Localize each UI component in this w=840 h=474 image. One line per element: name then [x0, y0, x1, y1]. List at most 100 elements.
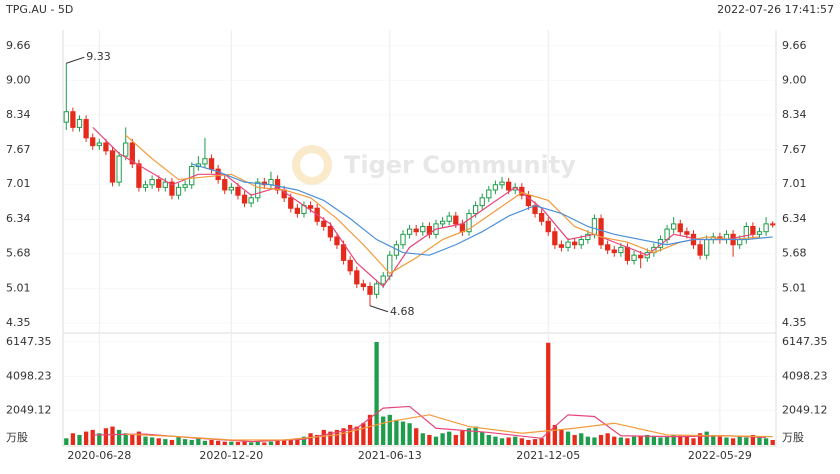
- candle-body: [638, 254, 644, 259]
- volume-bar: [136, 431, 142, 445]
- volume-bar: [730, 438, 736, 445]
- volume-bar: [328, 431, 333, 445]
- candle-body: [684, 231, 690, 235]
- volume-bar: [499, 438, 505, 445]
- y-tick-label: 4.35: [782, 316, 807, 329]
- candle-body: [704, 239, 710, 256]
- volume-bar: [189, 439, 194, 445]
- y-tick-label: 9.00: [782, 73, 807, 86]
- volume-bar: [671, 434, 676, 445]
- volume-bar: [229, 441, 234, 445]
- candle-body: [136, 163, 142, 188]
- candle-body: [756, 231, 763, 235]
- candle-body: [228, 186, 234, 191]
- moving-average-line: [125, 414, 773, 441]
- volume-bar: [427, 434, 432, 445]
- moving-average-line: [191, 163, 773, 256]
- timestamp: 2022-07-26 17:41:57: [717, 3, 834, 16]
- volume-bar: [704, 431, 709, 445]
- volume-bar: [612, 436, 617, 445]
- candle-body: [598, 218, 604, 246]
- candle-body: [472, 205, 479, 214]
- x-tick-label: 2021-12-05: [516, 449, 580, 462]
- candle-body: [175, 186, 182, 196]
- annotation-line: [369, 305, 389, 313]
- candle-body: [585, 233, 591, 241]
- volume-bar: [678, 435, 683, 445]
- volume-bar: [473, 426, 478, 445]
- volume-bar: [374, 342, 379, 445]
- watermark-logo: [292, 145, 332, 185]
- candle-body: [406, 228, 413, 235]
- candle-body: [453, 215, 459, 225]
- volume-bar: [658, 437, 663, 445]
- candle-body: [169, 181, 175, 196]
- candle-body: [288, 197, 294, 209]
- candle-body: [334, 236, 340, 246]
- volume-bar: [585, 436, 590, 445]
- y-tick-label: 4.35: [6, 316, 31, 329]
- candle-body: [268, 179, 274, 186]
- volume-bar: [466, 428, 472, 445]
- candle-body: [208, 158, 215, 170]
- x-tick-label: 2022-05-29: [688, 449, 752, 462]
- candle-body: [591, 218, 598, 235]
- candle-body: [499, 181, 505, 186]
- y-tick-label: 5.01: [782, 282, 807, 295]
- candle-body: [347, 259, 353, 272]
- y-tick-label: 6.34: [782, 212, 807, 225]
- volume-bar: [70, 433, 76, 445]
- volume-bar: [552, 424, 557, 445]
- volume-bar: [315, 434, 320, 445]
- volume-bar: [97, 433, 102, 445]
- volume-bar: [691, 438, 696, 445]
- candle-body: [505, 181, 512, 191]
- y-tick-label: 4098.23: [782, 369, 828, 382]
- volume-bar: [565, 431, 571, 445]
- volume-bar: [638, 435, 643, 445]
- volume-bar: [275, 440, 280, 445]
- volume-bar: [123, 433, 128, 445]
- candle-body: [307, 205, 314, 209]
- candle-body: [525, 194, 532, 207]
- volume-bar: [334, 429, 340, 445]
- volume-bar: [592, 437, 597, 445]
- volume-bar: [341, 428, 346, 445]
- candle-body: [248, 197, 254, 204]
- volume-bar: [288, 439, 293, 445]
- candle-body: [373, 283, 380, 295]
- volume-bar: [321, 429, 326, 445]
- volume-bar: [526, 439, 531, 445]
- volume-bar: [664, 436, 670, 445]
- volume-bar: [361, 423, 366, 445]
- volume-bar: [506, 437, 511, 445]
- y-tick-label: 5.01: [6, 282, 31, 295]
- volume-bar: [598, 434, 604, 445]
- volume-bar: [763, 438, 769, 445]
- candle-body: [103, 142, 109, 152]
- candle-body: [697, 244, 703, 256]
- volume-bar: [149, 437, 155, 445]
- volume-bar: [209, 439, 214, 445]
- candle-body: [360, 283, 367, 287]
- candle-body: [321, 220, 327, 227]
- y-tick-label: 7.01: [6, 177, 31, 190]
- volume-bar: [625, 438, 630, 445]
- y-tick-label: 5.68: [6, 247, 31, 260]
- candle-body: [492, 184, 499, 191]
- volume-bar: [268, 441, 274, 445]
- y-tick-label: 6.34: [6, 212, 31, 225]
- volume-bar: [249, 442, 254, 445]
- volume-bar: [631, 436, 637, 445]
- candle-body: [189, 166, 195, 186]
- candle-body: [545, 220, 551, 233]
- volume-bar: [480, 431, 485, 445]
- candle-body: [182, 184, 188, 188]
- candle-body: [354, 270, 360, 285]
- volume-bar: [130, 434, 135, 445]
- volume-bar: [215, 440, 221, 445]
- volume-bar: [163, 439, 168, 445]
- y-tick-label: 7.67: [6, 143, 31, 156]
- watermark-text: Tiger Community: [344, 151, 576, 179]
